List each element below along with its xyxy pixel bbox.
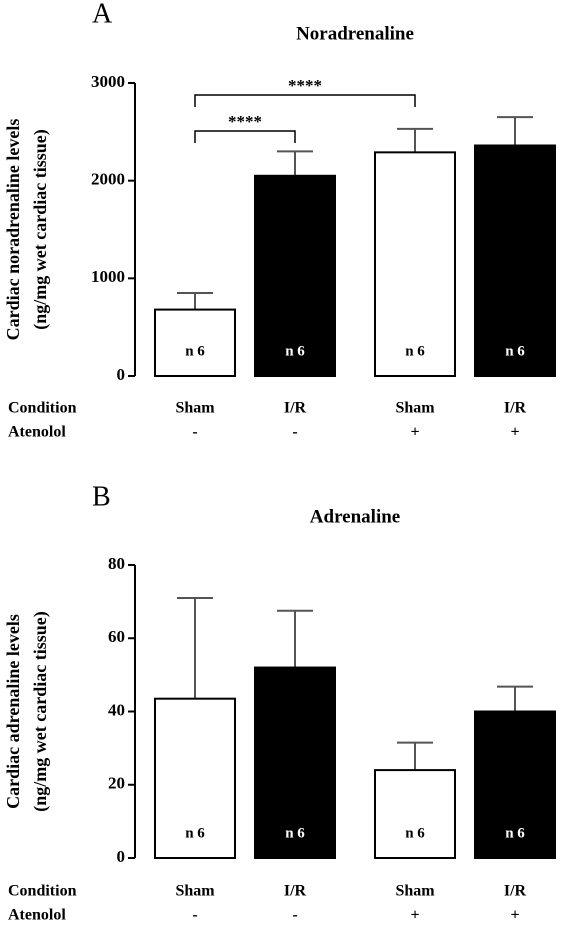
row-header: Condition	[8, 400, 77, 417]
atenolol-label: -	[192, 424, 197, 441]
bar	[154, 697, 236, 860]
bar	[474, 710, 556, 859]
category-label: I/R	[284, 400, 307, 417]
category-label: I/R	[284, 883, 307, 900]
y-tick-label: 0	[117, 847, 126, 866]
bar	[254, 666, 336, 859]
category-label: Sham	[175, 883, 215, 900]
chart-title: Adrenaline	[310, 506, 400, 527]
atenolol-label: -	[292, 907, 297, 924]
significance-label: ****	[288, 76, 322, 95]
category-label: Sham	[395, 883, 435, 900]
category-label: I/R	[504, 883, 527, 900]
row-header: Atenolol	[8, 907, 66, 924]
bar-label: n 6	[505, 825, 525, 841]
y-tick-label: 40	[108, 700, 125, 719]
y-axis-label: Cardiac noradrenaline levels	[3, 119, 23, 341]
row-header: Condition	[8, 883, 77, 900]
y-tick-label: 0	[117, 365, 126, 384]
y-axis-label: (ng/mg wet cardiac tissue)	[30, 129, 51, 329]
atenolol-label: -	[292, 424, 297, 441]
atenolol-label: +	[510, 907, 519, 924]
bar-label: n 6	[285, 343, 305, 359]
bar-label: n 6	[185, 343, 205, 359]
bar	[474, 144, 556, 377]
category-label: Sham	[175, 400, 215, 417]
y-tick-label: 80	[108, 554, 125, 573]
bar	[374, 769, 456, 859]
bar	[254, 174, 336, 377]
bar-label: n 6	[285, 825, 305, 841]
bar-label: n 6	[185, 825, 205, 841]
significance-bracket	[194, 94, 416, 107]
row-header: Atenolol	[8, 424, 66, 441]
y-tick-label: 20	[108, 774, 125, 793]
significance-bracket	[194, 130, 296, 143]
atenolol-label: -	[192, 907, 197, 924]
atenolol-label: +	[510, 424, 519, 441]
category-label: Sham	[395, 400, 435, 417]
bar-label: n 6	[405, 343, 425, 359]
bar	[154, 308, 236, 377]
panel-letter: A	[92, 0, 113, 29]
y-tick-label: 3000	[91, 72, 125, 91]
chart-title: Noradrenaline	[296, 23, 414, 44]
y-tick-label: 2000	[91, 170, 125, 189]
panel-letter: B	[92, 481, 111, 512]
y-tick-label: 1000	[91, 267, 125, 286]
y-tick-label: 60	[108, 627, 125, 646]
atenolol-label: +	[410, 907, 419, 924]
y-axis-label: Cardiac adrenaline levels	[3, 614, 23, 809]
category-label: I/R	[504, 400, 527, 417]
significance-label: ****	[228, 112, 262, 131]
bar-label: n 6	[405, 825, 425, 841]
bar-label: n 6	[505, 343, 525, 359]
atenolol-label: +	[410, 424, 419, 441]
y-axis-label: (ng/mg wet cardiac tissue)	[30, 611, 51, 811]
bar	[374, 151, 456, 377]
